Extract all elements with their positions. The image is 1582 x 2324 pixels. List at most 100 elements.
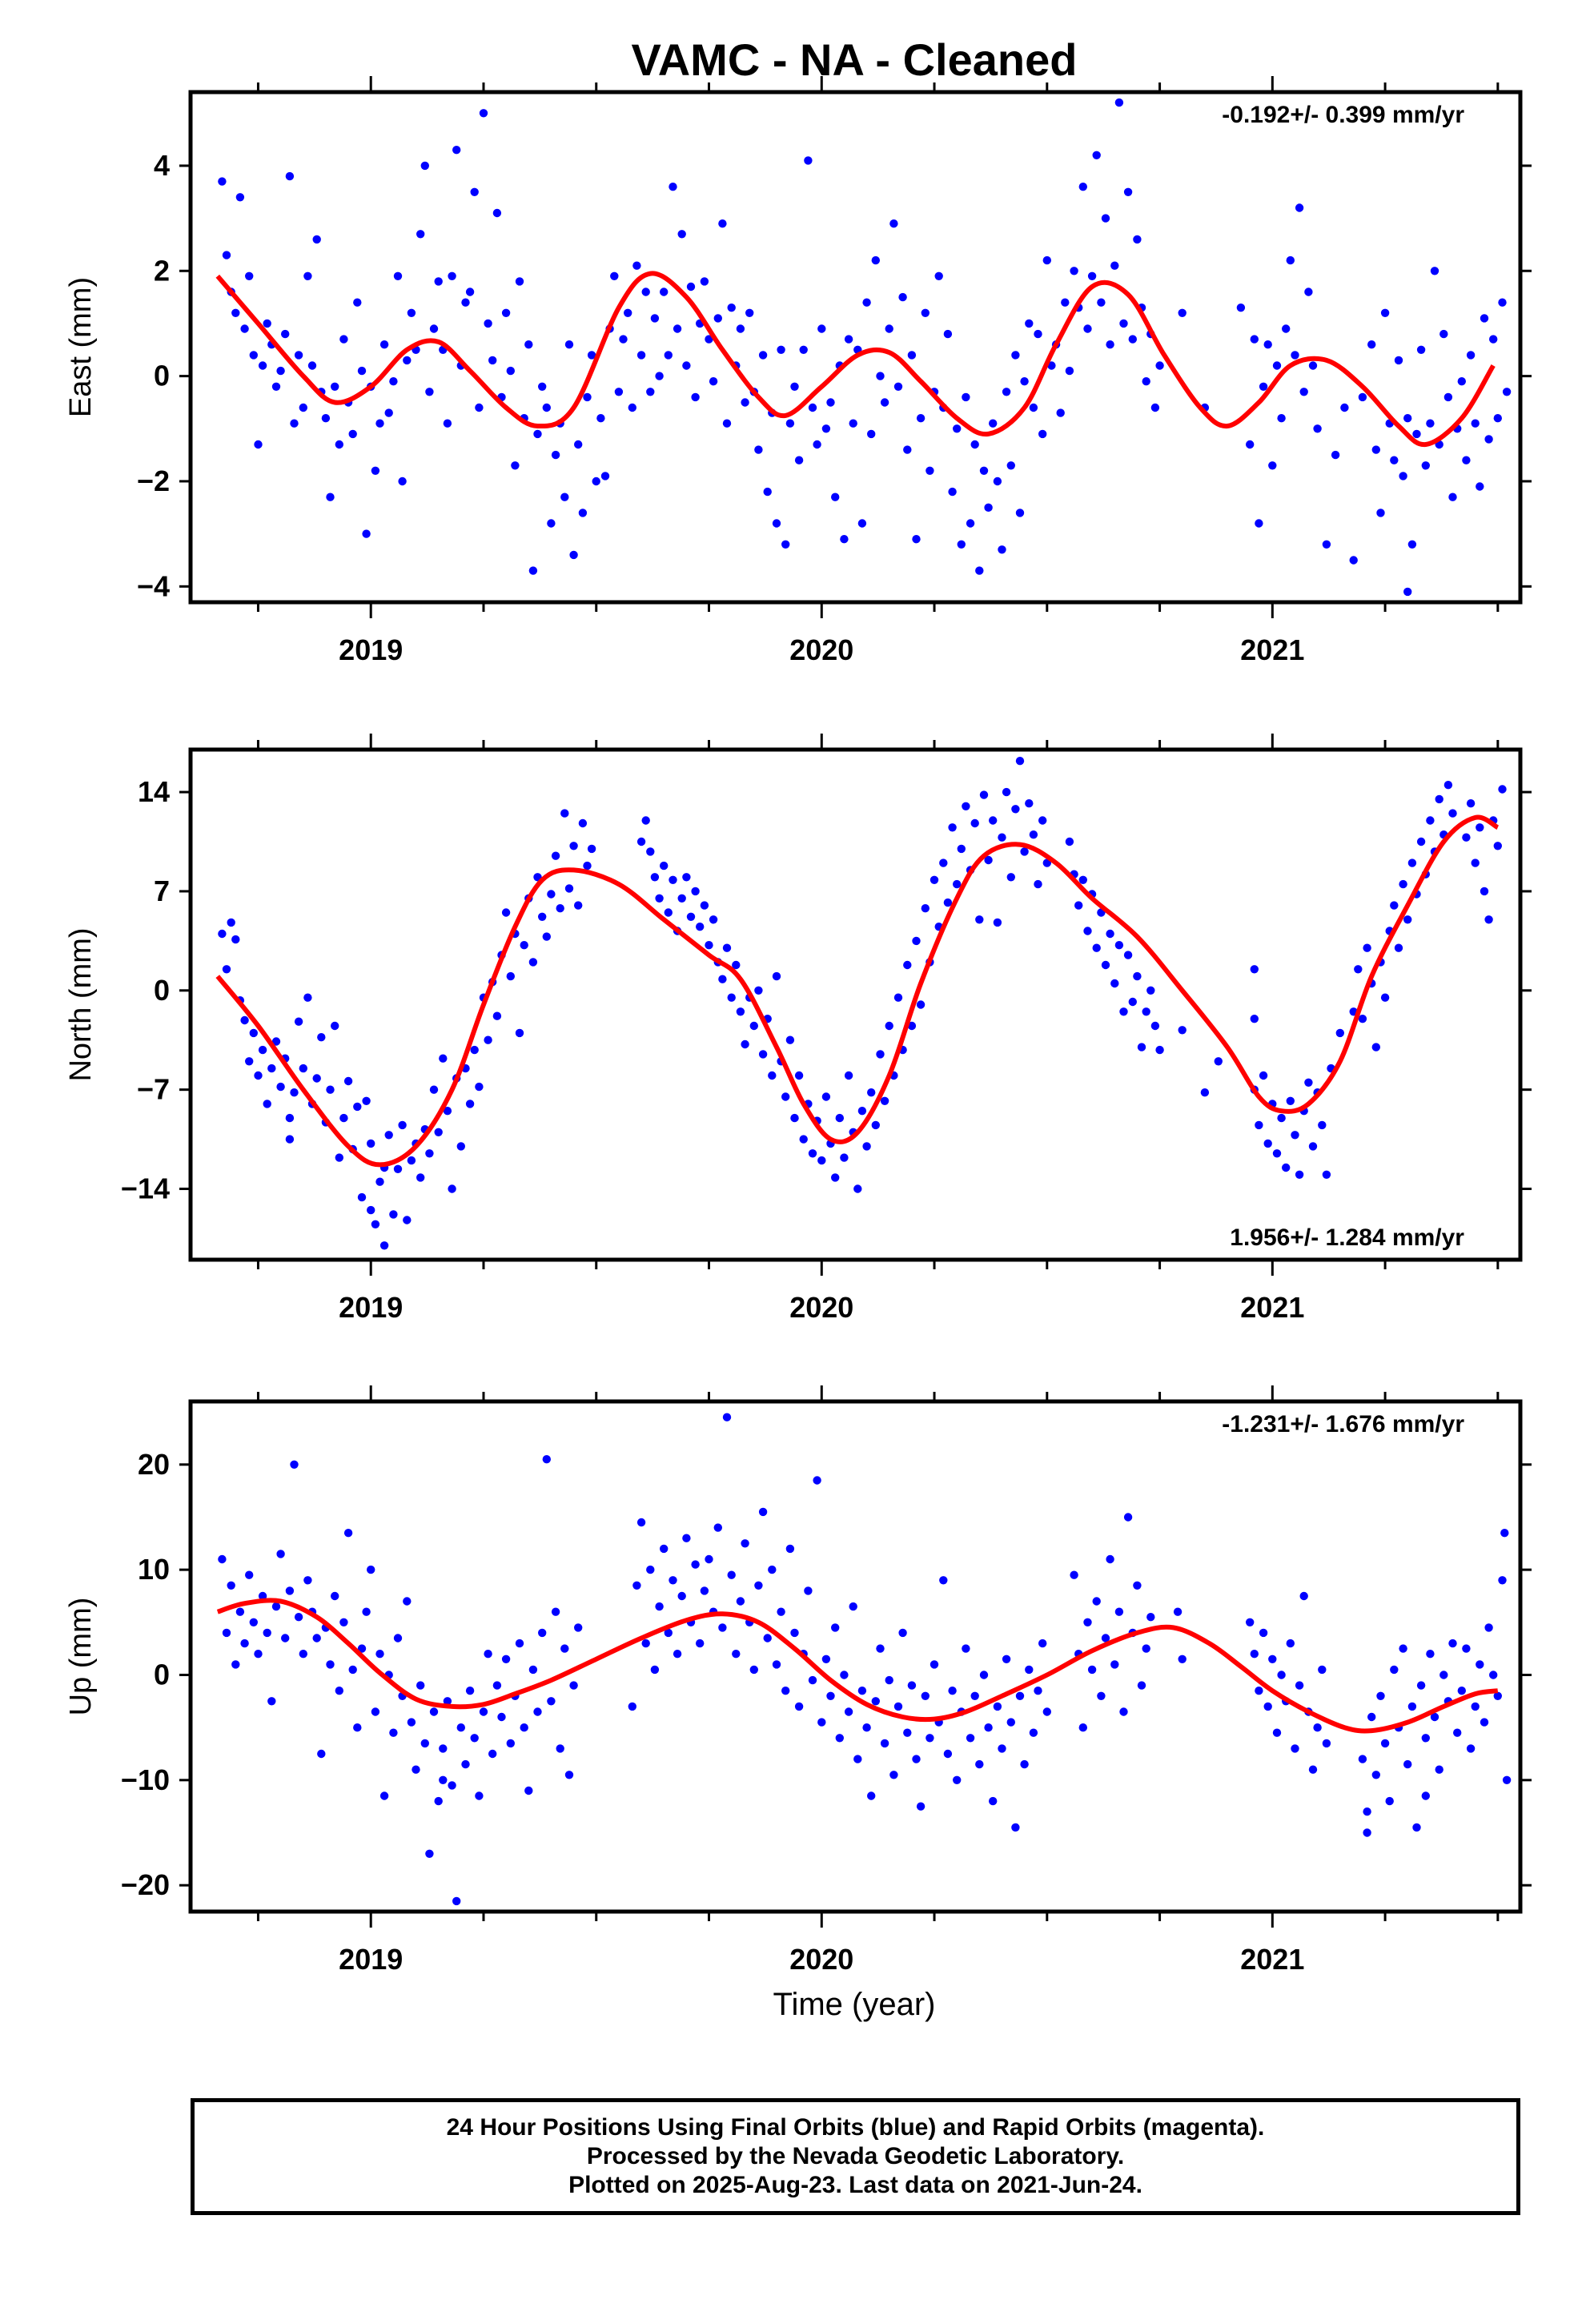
- data-point: [1331, 450, 1340, 460]
- data-point: [768, 1071, 777, 1080]
- data-point: [700, 277, 709, 286]
- data-point: [254, 1071, 263, 1080]
- data-point: [357, 1192, 367, 1202]
- data-point: [1097, 1691, 1106, 1700]
- data-point: [1006, 461, 1016, 470]
- y-tick-label: 14: [138, 775, 170, 808]
- data-point: [777, 345, 785, 354]
- data-point: [741, 398, 749, 407]
- data-point: [1065, 366, 1074, 376]
- plot-frame: [188, 90, 1523, 605]
- data-point: [1407, 858, 1417, 867]
- data-point: [1101, 1634, 1110, 1642]
- data-point: [1259, 382, 1268, 391]
- data-point: [343, 1076, 353, 1086]
- data-point: [669, 875, 677, 885]
- data-point: [758, 351, 768, 360]
- data-point: [641, 287, 650, 296]
- data-point: [1403, 1759, 1412, 1769]
- data-point: [528, 1665, 538, 1675]
- data-point: [722, 943, 732, 952]
- data-point: [1498, 785, 1507, 794]
- data-point: [1214, 1057, 1223, 1066]
- data-point: [669, 183, 677, 191]
- data-point: [1277, 414, 1286, 423]
- data-point: [393, 1634, 403, 1642]
- data-point: [1426, 419, 1435, 428]
- data-point: [975, 566, 984, 575]
- y-tick-label: 7: [154, 875, 170, 907]
- data-point: [772, 971, 781, 981]
- data-point: [1011, 351, 1020, 360]
- data-point: [1002, 388, 1011, 396]
- data-point: [1087, 271, 1097, 280]
- data-point: [1489, 1671, 1498, 1679]
- data-point: [501, 308, 511, 317]
- data-point: [267, 1697, 276, 1706]
- data-point: [542, 403, 551, 412]
- data-point: [691, 392, 700, 402]
- data-point: [1272, 1728, 1282, 1737]
- data-point: [727, 304, 736, 312]
- velocity-annotation: 1.956+/- 1.284 mm/yr: [1230, 1224, 1464, 1251]
- data-point: [736, 324, 745, 333]
- data-point: [781, 540, 790, 549]
- data-point: [1078, 183, 1088, 191]
- data-point: [443, 1697, 452, 1706]
- data-point: [889, 219, 898, 228]
- data-point: [885, 1021, 893, 1031]
- data-point: [479, 1707, 488, 1716]
- data-point: [763, 1634, 772, 1642]
- data-point: [389, 377, 398, 386]
- data-point: [218, 929, 227, 939]
- data-point: [501, 908, 511, 917]
- data-point: [840, 535, 849, 544]
- data-point: [1399, 1644, 1407, 1653]
- data-point: [1123, 1513, 1133, 1522]
- data-point: [619, 335, 628, 344]
- data-point: [564, 340, 574, 349]
- data-point: [1011, 805, 1020, 814]
- data-point: [488, 356, 497, 365]
- data-point: [754, 1581, 763, 1590]
- data-point: [989, 1796, 998, 1806]
- data-point: [857, 1687, 867, 1695]
- data-point: [984, 1723, 993, 1732]
- data-point: [889, 1771, 898, 1779]
- data-point: [808, 403, 817, 412]
- data-point: [1462, 456, 1471, 464]
- data-point: [348, 429, 357, 439]
- data-point: [1236, 304, 1246, 312]
- data-point: [749, 1021, 758, 1031]
- data-point: [1439, 1671, 1448, 1679]
- data-point: [276, 366, 285, 376]
- data-point: [632, 261, 641, 270]
- data-point: [650, 873, 660, 882]
- data-point: [853, 1755, 862, 1763]
- data-point: [696, 923, 705, 931]
- data-point: [1114, 98, 1124, 107]
- data-point: [840, 1671, 849, 1679]
- data-point: [235, 193, 245, 202]
- data-point: [867, 429, 876, 439]
- data-point: [520, 1723, 528, 1732]
- data-point: [1034, 1687, 1042, 1695]
- data-point: [501, 1655, 511, 1663]
- data-point: [1038, 816, 1047, 825]
- data-point: [592, 476, 600, 486]
- data-point: [849, 1602, 857, 1611]
- data-point: [871, 1697, 881, 1706]
- data-point: [948, 487, 957, 497]
- data-point: [912, 535, 921, 544]
- y-tick-label: −14: [121, 1172, 170, 1205]
- data-point: [966, 519, 975, 528]
- data-point: [912, 936, 921, 946]
- data-point: [893, 993, 903, 1002]
- data-point: [326, 493, 335, 501]
- data-point: [790, 1628, 799, 1638]
- data-point: [551, 1607, 560, 1616]
- data-point: [727, 993, 736, 1002]
- data-point: [407, 1718, 416, 1727]
- data-point: [821, 424, 831, 433]
- data-point: [921, 1691, 930, 1700]
